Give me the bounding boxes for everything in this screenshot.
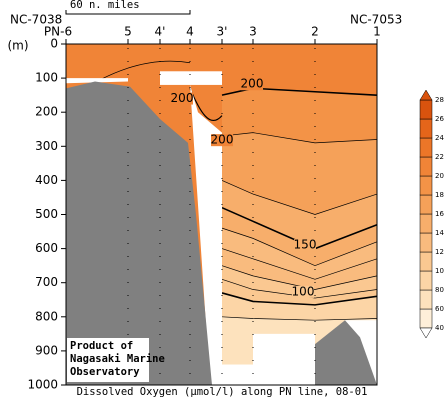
contour-line bbox=[221, 265, 378, 290]
mask bbox=[253, 333, 315, 385]
contour-line bbox=[221, 132, 378, 144]
y-tick-label: 100 bbox=[35, 71, 58, 85]
annotation: Product of bbox=[70, 340, 133, 352]
contour-label: 150 bbox=[294, 238, 317, 252]
colorbar-tick-label: 240 bbox=[435, 134, 444, 142]
y-tick-label: 700 bbox=[35, 275, 58, 289]
colorbar-swatch bbox=[419, 194, 433, 215]
colorbar-swatch bbox=[419, 289, 433, 310]
contour-label-bg bbox=[294, 239, 316, 252]
contour-label: 200 bbox=[241, 77, 264, 91]
colorbar-swatch bbox=[419, 232, 433, 253]
contour-label: 200 bbox=[171, 91, 194, 105]
scale-label: 60 n. miles bbox=[70, 0, 140, 11]
y-tick-label: 0 bbox=[50, 37, 58, 51]
scale-bar bbox=[65, 10, 191, 15]
y-tick-label: 600 bbox=[35, 241, 58, 255]
colorbar-tick-label: 80 bbox=[435, 286, 444, 294]
colorbar-tick-label: 160 bbox=[435, 210, 444, 218]
annotation-box bbox=[67, 338, 149, 382]
contour-line bbox=[99, 60, 191, 81]
colorbar-tick-label: 40 bbox=[435, 324, 444, 332]
colorbar-swatch bbox=[419, 137, 433, 158]
chart-title: Dissolved Oxygen (μmol/l) along PN line,… bbox=[77, 386, 368, 398]
end-label: NC-7053 bbox=[350, 13, 402, 27]
land bbox=[315, 320, 377, 385]
station-label: 4' bbox=[155, 25, 166, 39]
colorbar-end bbox=[419, 89, 433, 101]
station-label: 5 bbox=[124, 25, 132, 39]
land bbox=[66, 81, 212, 385]
colorbar-tick-label: 260 bbox=[435, 115, 444, 123]
contour-label: 100 bbox=[292, 284, 315, 298]
colorbar-swatch bbox=[419, 213, 433, 234]
y-axis-label: (m) bbox=[7, 39, 28, 53]
contour-label-bg bbox=[171, 92, 193, 105]
colorbar-swatch bbox=[419, 270, 433, 291]
station-label: 1 bbox=[373, 25, 381, 39]
y-tick-label: 300 bbox=[35, 139, 58, 153]
mask bbox=[190, 84, 222, 386]
mask bbox=[222, 364, 253, 385]
station-label: PN-6 bbox=[44, 25, 72, 39]
colorbar-end bbox=[419, 327, 433, 339]
contour-line bbox=[221, 278, 378, 299]
colorbar-tick-label: 120 bbox=[435, 248, 444, 256]
colorbar-tick-label: 180 bbox=[435, 191, 444, 199]
colorbar-swatch bbox=[419, 175, 433, 196]
contour-line bbox=[221, 316, 378, 321]
end-label: NC-7038 bbox=[10, 13, 62, 27]
colorbar-tick-label: 60 bbox=[435, 305, 444, 313]
annotation: Nagasaki Marine bbox=[70, 353, 165, 365]
contour-line bbox=[221, 248, 378, 280]
contour-line bbox=[221, 180, 378, 215]
y-tick-label: 500 bbox=[35, 207, 58, 221]
colorbar-swatch bbox=[419, 99, 433, 120]
station-label: 3' bbox=[217, 25, 228, 39]
y-tick-label: 800 bbox=[35, 309, 58, 323]
y-tick-label: 200 bbox=[35, 105, 58, 119]
mask bbox=[160, 71, 222, 85]
colorbar-swatch bbox=[419, 308, 433, 329]
station-label: 4 bbox=[186, 25, 194, 39]
contour-line bbox=[221, 227, 378, 267]
annotation: Observatory bbox=[70, 366, 140, 378]
station-label: 2 bbox=[311, 25, 319, 39]
contour-label-bg bbox=[241, 78, 263, 91]
station-label: 3 bbox=[249, 25, 257, 39]
contour-line bbox=[221, 292, 378, 306]
colorbar-swatch bbox=[419, 251, 433, 272]
contour-label-bg bbox=[292, 285, 314, 298]
colorbar-tick-label: 220 bbox=[435, 153, 444, 161]
colorbar-tick-label: 140 bbox=[435, 229, 444, 237]
colorbar-tick-label: 200 bbox=[435, 172, 444, 180]
colorbar-swatch bbox=[419, 156, 433, 177]
y-tick-label: 400 bbox=[35, 173, 58, 187]
contour-line bbox=[221, 206, 378, 250]
contour-label: 200 bbox=[211, 133, 234, 147]
mask bbox=[66, 78, 128, 84]
contour-label-bg bbox=[211, 134, 233, 147]
colorbar-tick-label: 100 bbox=[435, 267, 444, 275]
colorbar-tick-label: 280 bbox=[435, 96, 444, 104]
contour-line bbox=[221, 87, 378, 96]
colorbar-swatch bbox=[419, 118, 433, 139]
y-tick-label: 1000 bbox=[27, 378, 58, 392]
y-tick-label: 900 bbox=[35, 343, 58, 357]
